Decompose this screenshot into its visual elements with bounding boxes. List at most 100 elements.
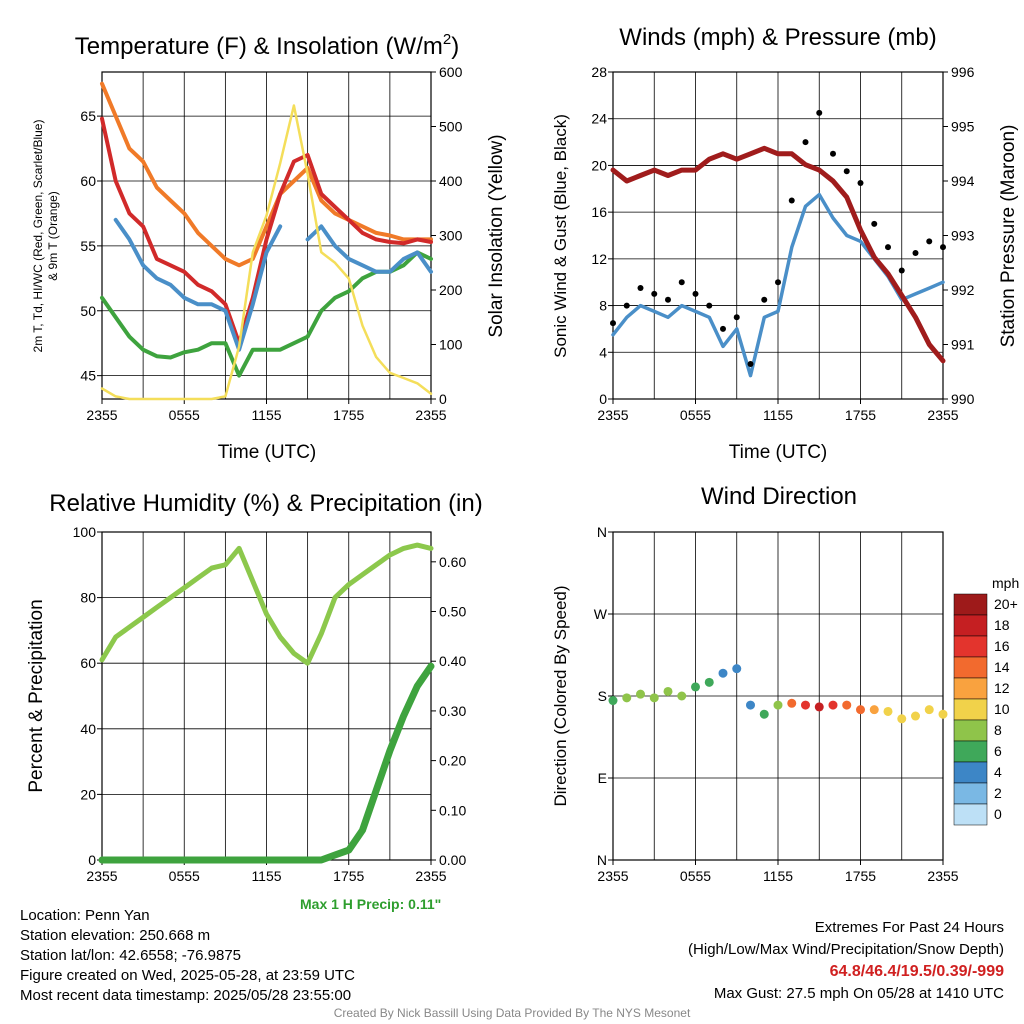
gust-point — [871, 220, 878, 227]
legend-swatch — [953, 614, 988, 637]
x-tick-label: 1155 — [763, 407, 793, 423]
y-tick-label: 994 — [951, 173, 975, 189]
gust-point — [651, 290, 658, 297]
legend-swatch — [953, 593, 988, 616]
plot-layer: 2355 0555 1155 1755 235545505560650100200300… — [73, 64, 1018, 884]
y-tick-label: 0 — [88, 852, 96, 868]
direction-chart-title: Wind Direction — [701, 483, 857, 510]
y-tick-label: 990 — [951, 391, 975, 407]
gust-point — [706, 302, 713, 309]
y-tick-label: 0.10 — [439, 802, 466, 818]
legend-swatch — [953, 656, 988, 679]
y-tick-label: 80 — [80, 590, 96, 606]
y-tick-label: S — [598, 688, 607, 704]
latlon-text: Station lat/lon: 42.6558; -76.9875 — [20, 947, 242, 964]
y-tick-label: 50 — [80, 303, 96, 319]
y-tick-label: 0.50 — [439, 604, 466, 620]
humidity-chart-title: Relative Humidity (%) & Precipitation (i… — [49, 490, 482, 517]
legend-swatch — [953, 635, 988, 658]
legend-label: 18 — [994, 617, 1010, 633]
winds-ylabel-right: Station Pressure (Maroon) — [998, 125, 1019, 348]
gust-point — [912, 250, 919, 257]
direction-point — [732, 664, 742, 674]
y-tick-label: 60 — [80, 173, 96, 189]
direction-point — [663, 686, 673, 696]
x-tick-label: 2355 — [415, 868, 446, 884]
x-tick-label: 2355 — [597, 407, 628, 423]
y-tick-label: 45 — [80, 368, 96, 384]
extremes-panel: Extremes For Past 24 Hours (High/Low/Max… — [688, 917, 1004, 1005]
direction-point — [842, 700, 852, 710]
legend-label: 0 — [994, 806, 1002, 822]
winds-chart-title: Winds (mph) & Pressure (mb) — [619, 24, 936, 51]
gust-point — [843, 168, 850, 175]
direction-point — [718, 668, 728, 678]
gust-point — [747, 360, 754, 367]
y-tick-label: 0.00 — [439, 852, 466, 868]
direction-point — [883, 706, 893, 716]
temperature-ylabel-right: Solar Insolation (Yellow) — [486, 134, 507, 337]
humidity-ylabel-left: Percent & Precipitation — [26, 599, 47, 792]
gust-point — [610, 320, 616, 327]
speed-legend: 20+ 18 16 14 12 10 8 6 4 2 0 — [953, 593, 1018, 826]
gust-point — [830, 150, 836, 157]
recent-data-text: Most recent data timestamp: 2025/05/28 2… — [20, 987, 352, 1004]
legend-label: 12 — [994, 680, 1010, 696]
precip-line — [98, 662, 435, 864]
y-tick-label: 0.60 — [439, 554, 466, 570]
direction-point — [622, 693, 632, 703]
y-tick-label: 200 — [439, 282, 463, 298]
y-tick-label: 991 — [951, 337, 975, 353]
gust-point — [775, 279, 781, 286]
panel-winds: 2355 0555 1155 1755 235504812162024289909919… — [591, 64, 974, 423]
gust-point — [857, 179, 864, 186]
y-tick-label: 400 — [439, 173, 463, 189]
insolation-line — [100, 104, 433, 401]
series-line — [100, 81, 433, 268]
gust-point — [637, 285, 644, 292]
y-tick-label: 28 — [591, 64, 607, 80]
direction-point — [649, 693, 659, 703]
y-tick-label: 100 — [73, 524, 97, 540]
direction-point — [938, 709, 948, 719]
direction-point — [856, 705, 865, 715]
speed-legend-title: mph — [992, 575, 1019, 591]
y-tick-label: 24 — [591, 111, 607, 127]
x-tick-label: 2355 — [927, 868, 958, 884]
y-tick-label: 12 — [591, 251, 607, 267]
y-tick-label: 0.40 — [439, 653, 466, 669]
gust-point — [623, 302, 630, 309]
y-tick-label: 55 — [80, 238, 96, 254]
gust-point — [885, 244, 891, 251]
y-tick-label: E — [598, 770, 607, 786]
station-info: Location: Penn Yan Station elevation: 25… — [20, 906, 355, 1006]
y-tick-label: 20 — [591, 157, 607, 173]
x-tick-label: 2355 — [415, 407, 446, 423]
x-tick-label: 0555 — [169, 407, 200, 423]
legend-swatch — [953, 803, 988, 826]
y-tick-label: 0 — [599, 391, 607, 407]
temperature-ylabel-left-line2: & 9m T (Orange) — [46, 191, 60, 281]
direction-point — [691, 682, 700, 692]
legend-swatch — [953, 761, 988, 784]
y-tick-label: W — [594, 606, 608, 622]
gust-point — [816, 109, 823, 116]
direction-point — [924, 705, 934, 715]
y-tick-label: N — [597, 852, 607, 868]
temperature-ylabel-left-line1: 2m T, Td, HI/WC (Red, Green, Scarlet/Blu… — [31, 120, 45, 353]
direction-point — [704, 677, 714, 687]
y-tick-label: 500 — [439, 119, 463, 135]
y-tick-label: 992 — [951, 282, 975, 298]
gust-point — [802, 139, 809, 146]
y-tick-label: 16 — [591, 204, 607, 220]
elevation-text: Station elevation: 250.668 m — [20, 927, 211, 944]
direction-point — [746, 700, 755, 710]
legend-label: 10 — [994, 701, 1010, 717]
x-tick-label: 2355 — [86, 407, 117, 423]
legend-label: 16 — [994, 638, 1010, 654]
max-precip-label: Max 1 H Precip: 0.11" — [300, 896, 442, 912]
x-tick-label: 1755 — [333, 407, 364, 423]
direction-point — [911, 711, 920, 721]
x-tick-label: 1755 — [333, 868, 364, 884]
credit-text: Created By Nick Bassill Using Data Provi… — [333, 1006, 691, 1020]
